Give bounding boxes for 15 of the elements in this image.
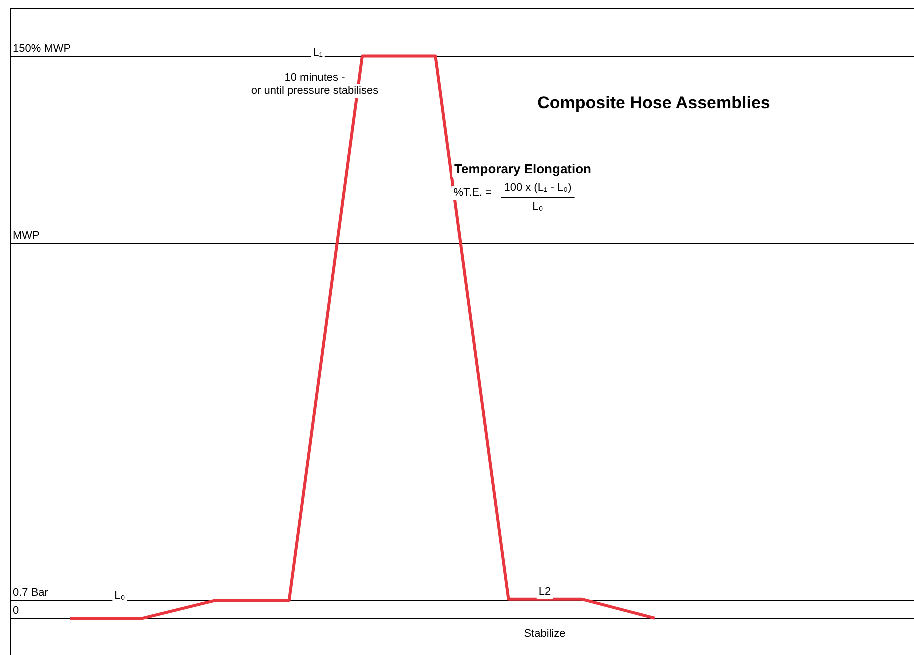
annotation: L₀ bbox=[114, 590, 126, 602]
annotation: or until pressure stabilises bbox=[251, 85, 380, 98]
annotation: L2 bbox=[538, 586, 552, 598]
annotation: Temporary Elongation bbox=[454, 162, 592, 177]
annotation: Composite Hose Assemblies bbox=[538, 94, 770, 113]
annotation: L₁ bbox=[313, 47, 324, 60]
ref-line-label: MWP bbox=[13, 230, 40, 242]
ref-line-label: 150% MWP bbox=[13, 43, 72, 56]
annotation: 10 minutes - bbox=[284, 72, 346, 84]
annotation: L₀ bbox=[532, 201, 544, 214]
ref-line-label: 0 bbox=[13, 605, 20, 618]
ref-line-label: 0.7 Bar bbox=[13, 587, 49, 600]
text: Stabilize bbox=[524, 628, 566, 640]
annotation: 100 x (L₁ - L₀) bbox=[504, 182, 572, 194]
annotation: %T.E. = bbox=[454, 187, 492, 200]
